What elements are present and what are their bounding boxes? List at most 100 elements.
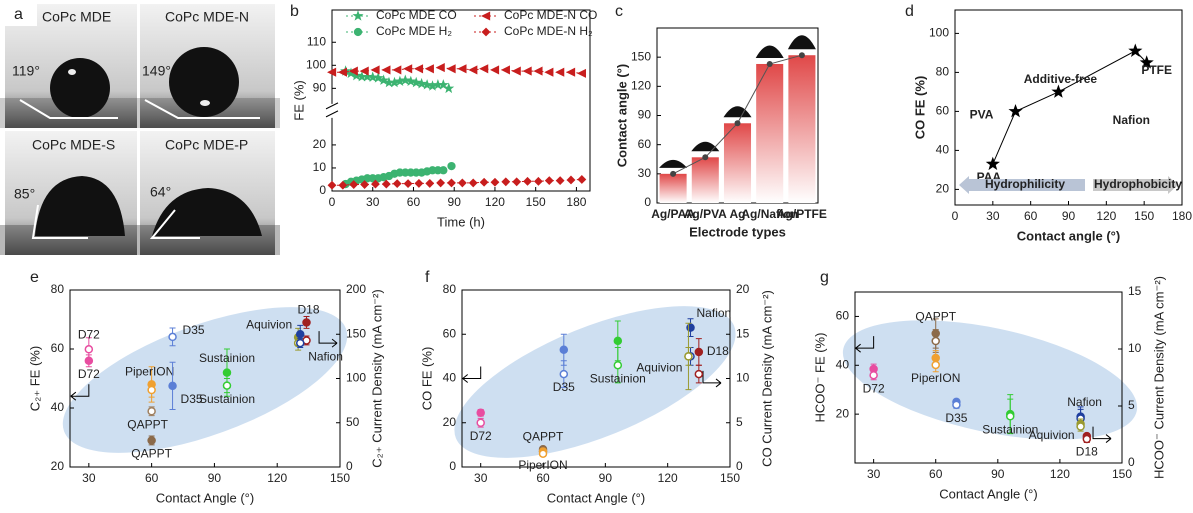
axis-arrow <box>318 331 338 348</box>
x-tick-label: 150 <box>720 471 740 485</box>
marker <box>1008 104 1023 118</box>
marker <box>481 27 491 37</box>
highlight-region <box>842 320 1138 440</box>
droplet-icon <box>723 106 752 118</box>
x-axis-label: Contact Angle (°) <box>547 490 645 505</box>
marker <box>457 178 467 188</box>
marker <box>500 65 510 75</box>
highlight <box>200 100 210 106</box>
bar <box>788 55 816 203</box>
droplet <box>169 47 239 117</box>
point <box>1005 412 1015 421</box>
x-axis-label: Contact angle (°) <box>1017 228 1120 243</box>
x-tick-label: Ag/PVA <box>684 207 727 221</box>
point <box>147 385 156 395</box>
point <box>295 338 305 348</box>
y-tick-label: 60 <box>836 309 850 323</box>
y-axis-label: CO FE (%) <box>419 347 434 411</box>
y-tick-label: 0 <box>346 459 353 473</box>
x-tick-label: 90 <box>1062 209 1076 223</box>
x-tick-label: 90 <box>448 195 462 209</box>
y-tick-label: 40 <box>51 400 65 414</box>
point <box>1076 422 1085 431</box>
marker <box>447 178 456 188</box>
axis-arrow <box>462 366 482 383</box>
x-tick-label: 30 <box>474 471 488 485</box>
marker <box>501 177 511 187</box>
photo-label: CoPc MDE-N <box>165 9 249 25</box>
point <box>613 336 623 346</box>
y-tick-label: 110 <box>307 34 326 48</box>
x-tick-label: 180 <box>566 195 586 209</box>
marker <box>338 180 348 190</box>
y-axis-label: Contact angle (°) <box>614 64 629 167</box>
marker <box>381 179 391 189</box>
x-axis-label: Contact Angle (°) <box>156 490 254 505</box>
angle-label: 119° <box>12 63 40 79</box>
marker <box>512 177 522 187</box>
y-tick-label: 100 <box>306 57 326 71</box>
x-tick-label: 150 <box>526 195 546 209</box>
point-label: D72 <box>78 327 100 341</box>
arrow <box>1093 176 1178 194</box>
x-tick-label: 90 <box>208 471 222 485</box>
marker <box>351 69 362 81</box>
x-tick-label: Ag/PTFE <box>777 207 827 221</box>
marker <box>435 63 445 73</box>
marker <box>353 27 363 37</box>
x-tick-label: 150 <box>1134 209 1154 223</box>
annotation: Hydrophobicity <box>1094 177 1182 191</box>
x-tick-label: 30 <box>867 467 881 481</box>
droplet <box>35 176 125 236</box>
x-tick-label: 60 <box>407 195 421 209</box>
marker <box>381 65 391 75</box>
marker <box>566 67 576 77</box>
marker <box>457 64 467 74</box>
marker <box>511 66 521 76</box>
point <box>476 418 485 427</box>
point-label: D18 <box>1076 444 1098 458</box>
angle-label: 149° <box>142 63 171 79</box>
point <box>798 52 805 59</box>
point-label: Aquivion <box>246 317 292 331</box>
highlight <box>68 69 76 75</box>
panel-letter: f <box>425 269 430 286</box>
y-tick-label: 0 <box>449 459 456 473</box>
marker <box>399 74 411 85</box>
label-box <box>5 4 37 26</box>
point <box>694 369 704 379</box>
x-tick-label: 90 <box>991 467 1005 481</box>
point <box>670 170 677 177</box>
photo-label: CoPc MDE <box>42 9 111 25</box>
y-tick-label: 5 <box>1128 398 1135 412</box>
angle-line <box>144 99 260 119</box>
point-label: PVA <box>970 108 994 122</box>
marker <box>490 177 500 187</box>
point-label: PiperION <box>125 365 174 379</box>
angle-line <box>31 204 88 239</box>
point-label: Additive-free <box>1024 72 1098 86</box>
marker <box>424 64 434 74</box>
x-tick-label: 150 <box>330 471 350 485</box>
y-tick-label: 20 <box>836 406 850 420</box>
droplet <box>50 58 110 118</box>
marker <box>985 156 1000 171</box>
panel-letter: e <box>30 269 39 286</box>
x-tick-label: 90 <box>599 471 613 485</box>
point <box>1082 434 1092 444</box>
y-tick-label: 0 <box>644 195 651 209</box>
point-label: Nafion <box>1067 395 1102 409</box>
point-label: D72 <box>78 367 100 381</box>
marker <box>327 180 337 190</box>
x-tick-label: 30 <box>82 471 96 485</box>
x-tick-label: 120 <box>658 471 678 485</box>
marker <box>416 77 428 89</box>
y-tick-label: 60 <box>638 137 652 151</box>
bar <box>723 123 752 203</box>
angle-label: 85° <box>14 186 35 202</box>
point-label: D35 <box>183 323 205 337</box>
marker <box>349 180 359 189</box>
angle-line <box>19 99 118 119</box>
y-tick-label: 60 <box>936 104 950 118</box>
x-tick-label: 120 <box>1050 467 1070 481</box>
